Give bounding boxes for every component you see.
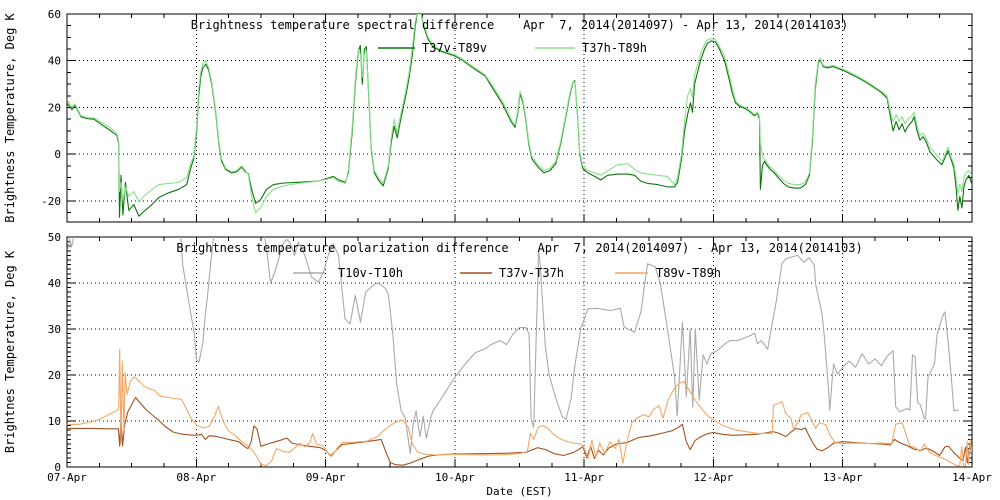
polarization-title: Brightness temperature polarization diff… (176, 241, 862, 255)
xtick-label-09-Apr: 09-Apr (306, 471, 346, 484)
ytick-label-p1-1: 10 (48, 415, 61, 428)
ytick-label-p1-3: 30 (48, 323, 61, 336)
ytick-label-p1-2: 20 (48, 369, 61, 382)
series-T37v-T89v (67, 14, 972, 218)
panel-polarization: 0 10 20 30 40 50 Brightness temperature polari… (3, 231, 992, 498)
plot-frame (66, 13, 973, 223)
ytick-label-p0-3: 40 (48, 55, 61, 68)
legend-label-T37h-T89h: T37h-T89h (582, 41, 647, 55)
series-group (67, 237, 972, 467)
ytick-label-p0-1: 0 (54, 148, 61, 161)
series-T89v-T89h (67, 348, 972, 467)
xtick-label-11-Apr: 11-Apr (564, 471, 604, 484)
xtick-label-08-Apr: 08-Apr (176, 471, 216, 484)
ytick-label-p1-0: 0 (54, 461, 61, 474)
series-T37v-T37h (67, 396, 972, 466)
grid-dotted (67, 237, 972, 467)
ytick-label-p0-2: 20 (48, 101, 61, 114)
ytick-label-p1-5: 50 (48, 231, 61, 244)
xtick-label-12-Apr: 12-Apr (694, 471, 734, 484)
spectral-title: Brightness temperature spectral differen… (191, 18, 848, 32)
xtick-label-10-Apr: 10-Apr (435, 471, 475, 484)
xtick-label-14-Apr: 14-Apr (952, 471, 992, 484)
legend-label-T89v-T89h: T89v-T89h (656, 266, 721, 280)
xtick-label-07-Apr: 07-Apr (47, 471, 87, 484)
legend-label-T37v-T89v: T37v-T89v (422, 41, 487, 55)
y-axis-title-p1: Brightnes Temperature, Deg K (3, 250, 17, 453)
xtick-label-13-Apr: 13-Apr (823, 471, 863, 484)
series-group (67, 14, 972, 218)
axis-ticks (66, 13, 973, 222)
x-axis-title: Date (EST) (486, 485, 552, 498)
series-T10v-T10h (67, 237, 960, 455)
grid-dotted (67, 14, 972, 222)
panel-spectral: -20 0 20 40 60 Brightness temperature spectra… (3, 8, 973, 223)
legend-label-T10v-T10h: T10v-T10h (338, 266, 403, 280)
series-T37h-T89h (67, 14, 972, 214)
ytick-label-p0-0: -20 (41, 195, 61, 208)
ytick-label-p1-4: 40 (48, 277, 61, 290)
y-axis-title-p0: Brightness Temperature, Deg K (3, 12, 17, 222)
legend-label-T37v-T37h: T37v-T37h (499, 266, 564, 280)
ytick-label-p0-4: 60 (48, 8, 61, 21)
